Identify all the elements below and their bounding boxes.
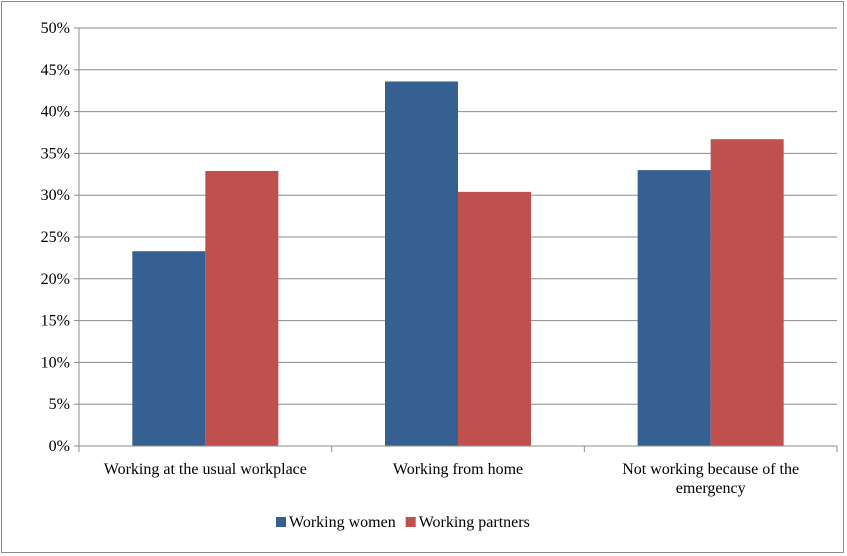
y-tick-label: 35% <box>41 145 70 162</box>
legend: Working women Working partners <box>276 514 530 531</box>
x-axis: Working at the usual workplace Working fr… <box>78 445 838 497</box>
x-category-label: Working from home <box>393 461 523 478</box>
y-axis: 0% 5% 10% 15% 20% 25% 30% 35% 40% 45% 50% <box>41 20 80 455</box>
legend-label: Working women <box>289 514 396 531</box>
bar-working-women <box>132 251 206 446</box>
bar-working-partners <box>710 139 784 447</box>
bars <box>132 81 784 447</box>
y-tick-label: 15% <box>41 313 70 330</box>
bar-working-partners <box>458 191 531 446</box>
y-tick-label: 40% <box>41 104 70 121</box>
x-category-label: Not working because of the <box>622 461 799 478</box>
x-category-label: emergency <box>676 480 746 497</box>
bar-working-women <box>385 81 458 446</box>
y-tick-label: 45% <box>41 62 70 79</box>
legend-swatch <box>405 517 416 527</box>
y-tick-label: 50% <box>41 20 70 37</box>
y-tick-label: 20% <box>41 271 70 288</box>
x-category-label: Working at the usual workplace <box>104 461 307 478</box>
legend-swatch <box>276 517 286 527</box>
bar-working-partners <box>205 170 279 446</box>
y-tick-label: 10% <box>41 354 70 371</box>
bar-working-women <box>637 170 711 446</box>
y-tick-label: 30% <box>41 187 70 204</box>
y-tick-label: 5% <box>49 396 70 413</box>
legend-label: Working partners <box>419 514 530 531</box>
y-tick-label: 0% <box>49 438 70 455</box>
y-tick-label: 25% <box>41 229 70 246</box>
